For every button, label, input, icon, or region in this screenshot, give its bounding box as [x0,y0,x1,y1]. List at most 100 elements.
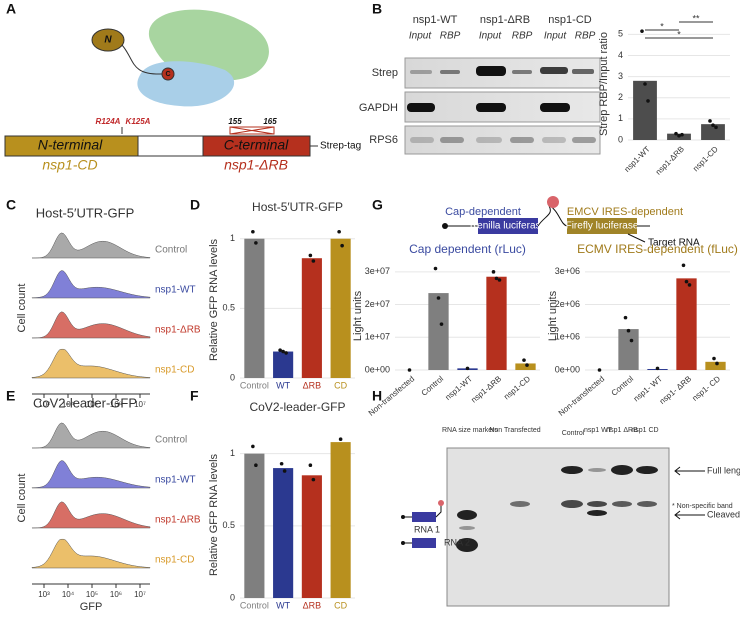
sample-label: Control [155,435,187,446]
data-point [522,358,526,362]
nonspecific: * Non-specific band [672,503,733,510]
panel-label: A [6,1,16,17]
gel-lane: nsp1 CD [631,427,658,434]
sublane: Input [544,31,567,42]
panel-a: N C R124A K125A 155 165 N-terminal C-ter… [4,9,361,173]
sample-label: nsp1-CD [155,365,194,376]
panel-b-blot: nsp1-WT nsp1-ΔRB nsp1-CD Input RBP Input… [359,14,601,155]
data-point [497,278,502,282]
panel-label: C [6,197,16,213]
data-point [597,368,602,372]
c-label: C [165,71,170,78]
bands [407,66,596,143]
bar [330,238,351,378]
x-tick-label: Control [610,374,636,398]
y-tick-label: 0.5 [222,303,235,313]
cleaved: Cleaved [707,509,740,519]
x-tick-label: 10³ [38,400,50,409]
data-point [684,279,689,284]
bar [273,468,294,598]
x-tick-label: 10⁶ [110,400,122,409]
c-domain [161,67,175,81]
bar [244,238,265,378]
x-tick-label: 10⁴ [62,400,75,409]
y-axis-label: Light units [352,290,364,341]
panel-label: F [190,388,199,404]
y-axis-label: Strep RBP/Input ratio [598,32,610,136]
sample-label: Control [155,245,187,256]
sample-label: nsp1-CD [155,555,194,566]
y-tick-label: 1 [618,113,623,123]
panel-title: CoV2-leader-GFP [33,395,137,410]
arrow [674,466,705,520]
y-tick-label: 5 [618,29,623,39]
data-point [655,366,660,371]
ires-label: EMCV IRES-dependent [567,206,683,218]
y-axis-label: Cell count [16,474,28,523]
data-point [251,444,255,449]
y-tick-label: 0 [230,592,235,602]
y-tick-label: 2 [618,92,623,102]
density [31,348,151,379]
gel-lane: RNA size markers [442,427,499,434]
data-point [465,366,470,371]
sig-label: ** [692,13,700,23]
data-point [525,363,529,367]
bar [330,442,351,598]
n-terminal: N-terminal [38,137,103,153]
bar [301,475,322,598]
panel-label: H [372,388,382,404]
data-point [623,315,628,320]
renilla-box [478,218,538,234]
panel-title: Host-5′UTR-GFP [36,205,135,220]
data-point [708,119,712,123]
arrow [627,233,646,243]
n-label: N [104,35,112,46]
x-axis-label: GFP [80,601,103,613]
sublane: Input [479,31,502,42]
gel-lane: Non Transfected [489,427,540,434]
linker [121,44,163,75]
ires-head [547,196,559,208]
x-tick-label: nsp1- ΔRB [658,374,693,406]
panel-label: D [190,197,200,213]
panel-g-diagram: Cap-dependent EMCV IRES-dependent Renill… [442,196,700,249]
bar [515,363,536,370]
rna-box [412,538,436,548]
data-point [340,243,344,248]
data-point [279,461,284,466]
y-tick-label: 1e+06 [555,332,580,342]
domain-shape [137,61,235,107]
gel-bands [456,465,658,552]
x-tick-label: 10⁷ [134,400,146,409]
panel-label: B [372,1,382,17]
sig-label: * [660,21,664,31]
sublane: Input [409,31,432,42]
y-tick-label: 4 [618,50,623,60]
data-point [439,322,444,326]
density [31,270,151,299]
deletion [229,126,275,135]
data-point [433,266,438,271]
panel-label: E [6,388,15,404]
sublane: RBP [575,31,596,42]
x-tick-label: CD [334,380,347,390]
x-tick-label: WT [276,380,290,390]
lane-label: nsp1-WT [413,14,458,26]
data-point [284,351,288,355]
sublane: RBP [440,31,461,42]
bar [676,278,697,370]
y-tick-label: 0e+00 [365,364,390,374]
del-start: 155 [228,117,242,126]
data-point [711,123,715,128]
y-axis-label: Light units [547,290,559,341]
bar [486,276,507,370]
data-point [407,368,412,372]
firefly-label: Firefly luciferase [566,221,639,232]
deletion [229,126,275,135]
data-point [254,241,258,245]
x-tick-label: 10⁵ [86,590,98,599]
full-length: Full length [707,465,740,475]
x-tick-label: nsp1- CD [690,374,722,403]
y-tick-label: 1 [230,233,235,243]
